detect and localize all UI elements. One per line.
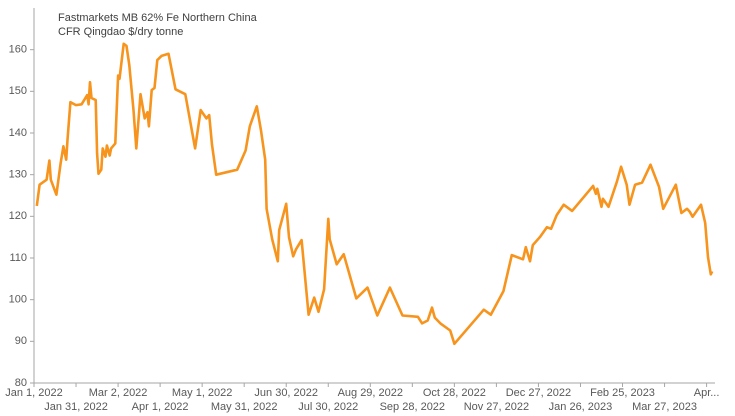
x-tick-label: Jan 26, 2023 xyxy=(549,401,613,413)
y-tick-label: 120 xyxy=(9,210,27,222)
y-tick-label: 140 xyxy=(9,127,27,139)
x-tick-label: Aug 29, 2022 xyxy=(338,387,403,399)
y-tick-label: 110 xyxy=(9,252,27,264)
x-tick-label: Mar 2, 2022 xyxy=(89,387,148,399)
x-tick-label: Jan 31, 2022 xyxy=(44,401,108,413)
x-tick-label: Apr 1, 2022 xyxy=(132,401,189,413)
x-tick-label: Jun 30, 2022 xyxy=(254,387,318,399)
x-tick-label: Dec 27, 2022 xyxy=(506,387,571,399)
y-tick-label: 80 xyxy=(15,377,27,389)
price-line xyxy=(35,42,714,346)
x-tick-label: May 1, 2022 xyxy=(172,387,233,399)
x-tick-label: May 31, 2022 xyxy=(211,401,278,413)
x-tick-label: Oct 28, 2022 xyxy=(423,387,486,399)
y-tick-label: 90 xyxy=(15,335,27,347)
x-tick-label: Sep 28, 2022 xyxy=(380,401,445,413)
chart-title: Fastmarkets MB 62% Fe Northern China xyxy=(58,12,258,24)
x-tick-label: Mar 27, 2023 xyxy=(632,401,697,413)
chart-subtitle: CFR Qingdao $/dry tonne xyxy=(58,26,183,38)
x-tick-label: Apr... xyxy=(694,387,720,399)
y-tick-label: 150 xyxy=(9,85,27,97)
x-tick-label: Feb 25, 2023 xyxy=(590,387,655,399)
y-tick-label: 130 xyxy=(9,169,27,181)
y-tick-label: 160 xyxy=(9,44,27,56)
y-tick-label: 100 xyxy=(9,294,27,306)
x-tick-label: Nov 27, 2022 xyxy=(464,401,529,413)
x-tick-label: Jul 30, 2022 xyxy=(298,401,358,413)
x-tick-label: Jan 1, 2022 xyxy=(5,387,63,399)
